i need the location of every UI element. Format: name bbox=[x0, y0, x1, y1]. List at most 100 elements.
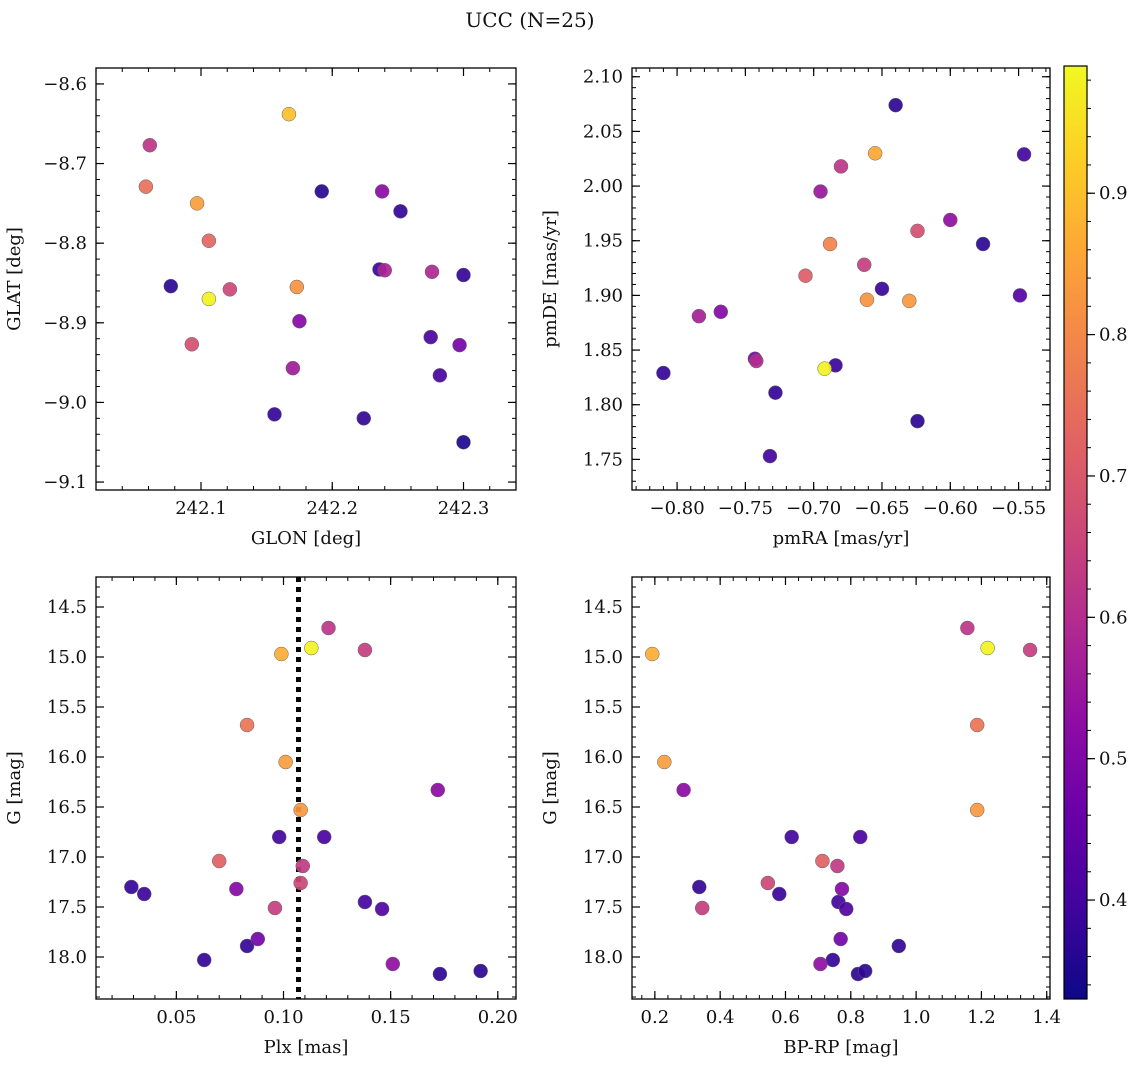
y-axis-label: G [mag] bbox=[540, 751, 561, 824]
x-tick-label: −0.75 bbox=[718, 498, 773, 519]
scatter-point bbox=[295, 858, 311, 874]
scatter-point bbox=[267, 407, 282, 422]
scatter-point bbox=[211, 853, 227, 869]
scatter-point bbox=[163, 278, 179, 294]
x-tick-label: 0.4 bbox=[706, 1007, 735, 1028]
scatter-point bbox=[943, 212, 958, 228]
x-tick-label: 1.4 bbox=[1032, 1007, 1061, 1028]
scatter-point bbox=[357, 894, 373, 910]
y-tick-label: 2.00 bbox=[583, 176, 623, 197]
scatter-point bbox=[772, 886, 787, 902]
y-tick-label: 17.5 bbox=[583, 897, 623, 918]
scatter-point bbox=[692, 879, 707, 895]
scatter-point bbox=[902, 293, 917, 309]
scatter-point bbox=[815, 853, 830, 869]
scatter-point bbox=[833, 159, 849, 174]
y-tick-label: 18.0 bbox=[47, 947, 87, 968]
minor-ticks bbox=[632, 68, 1050, 490]
scatter-point bbox=[822, 236, 838, 252]
scatter-point bbox=[825, 952, 841, 968]
x-axis-label: GLON [deg] bbox=[251, 528, 361, 549]
minor-ticks bbox=[96, 67, 517, 490]
scatter-point bbox=[749, 353, 764, 369]
panel-pmra-pmde: −0.80 −0.75 −0.70 −0.65 −0.60 −0.55 1.75 1.80 1.… bbox=[540, 67, 1051, 549]
scatter-point bbox=[473, 963, 488, 979]
minor-ticks bbox=[96, 576, 516, 999]
x-tick-label: 242.3 bbox=[438, 498, 490, 519]
x-tick-label: 0.8 bbox=[836, 1007, 865, 1028]
y-tick-label: 15.5 bbox=[583, 697, 623, 718]
x-axis-label: Plx [mas] bbox=[264, 1037, 349, 1058]
data-points bbox=[644, 620, 1038, 982]
y-tick-label: −8.8 bbox=[43, 233, 87, 254]
scatter-point bbox=[356, 411, 371, 426]
colorbar-gradient bbox=[1063, 65, 1088, 1000]
x-tick-label: 1.0 bbox=[902, 1007, 931, 1028]
scatter-point bbox=[762, 448, 778, 464]
y-tick-label: 14.5 bbox=[583, 597, 623, 618]
colorbar-tick-label: 0.6 bbox=[1099, 607, 1128, 628]
scatter-point bbox=[432, 368, 448, 383]
colorbar-tick-label: 0.9 bbox=[1099, 183, 1128, 204]
scatter-point bbox=[980, 640, 995, 656]
axes-frame bbox=[631, 67, 1051, 491]
y-tick-label: 14.5 bbox=[47, 597, 87, 618]
scatter-point bbox=[201, 291, 217, 307]
x-tick-label: 0.10 bbox=[263, 1007, 303, 1028]
scatter-point bbox=[857, 963, 873, 979]
panel-glon-glat: 242.1 242.2 242.3 −8.6 −8.7 −8.8 −8.9 −9.0 −9.1 G… bbox=[4, 67, 517, 549]
scatter-point bbox=[142, 137, 158, 153]
scatter-point bbox=[644, 646, 660, 662]
scatter-point bbox=[377, 262, 392, 278]
y-tick-label: 16.5 bbox=[583, 797, 623, 818]
y-tick-label: 1.90 bbox=[583, 285, 623, 306]
scatter-point bbox=[278, 754, 293, 770]
x-tick-label: 0.6 bbox=[771, 1007, 800, 1028]
axes-frame bbox=[631, 576, 1051, 1000]
scatter-point bbox=[274, 646, 289, 662]
data-points bbox=[656, 97, 1032, 464]
scatter-point bbox=[357, 642, 373, 658]
x-axis-label: BP-RP [mag] bbox=[783, 1037, 898, 1058]
scatter-point bbox=[196, 952, 212, 968]
scatter-point bbox=[304, 640, 319, 656]
scatter-point bbox=[888, 97, 903, 113]
scatter-point bbox=[430, 782, 446, 798]
colorbar-tick-label: 0.7 bbox=[1099, 466, 1128, 487]
scatter-point bbox=[316, 829, 332, 845]
scatter-point bbox=[859, 292, 875, 308]
data-points bbox=[138, 106, 471, 450]
scatter-point bbox=[784, 829, 799, 845]
x-tick-label: 0.20 bbox=[478, 1007, 518, 1028]
x-tick-label: 0.15 bbox=[371, 1007, 411, 1028]
scatter-point bbox=[423, 329, 438, 345]
scatter-point bbox=[293, 802, 308, 818]
x-tick-label: −0.80 bbox=[649, 498, 704, 519]
x-tick-label: −0.60 bbox=[923, 498, 978, 519]
x-tick-label: −0.65 bbox=[854, 498, 909, 519]
scatter-point bbox=[138, 179, 154, 194]
colorbar-tick-label: 0.8 bbox=[1099, 325, 1128, 346]
y-tick-label: 16.5 bbox=[47, 797, 87, 818]
scatter-point bbox=[676, 782, 691, 798]
y-tick-label: 16.0 bbox=[47, 747, 87, 768]
colorbar-tick-label: 0.4 bbox=[1099, 890, 1128, 911]
x-axis-label: pmRA [mas/yr] bbox=[773, 528, 910, 549]
y-tick-label: −8.7 bbox=[43, 154, 87, 175]
y-tick-label: 2.10 bbox=[583, 67, 623, 88]
scatter-point bbox=[834, 881, 850, 897]
y-tick-label: 15.5 bbox=[47, 697, 87, 718]
scatter-point bbox=[292, 313, 307, 329]
scatter-point bbox=[456, 434, 471, 450]
y-tick-label: 17.0 bbox=[47, 847, 87, 868]
scatter-point bbox=[657, 754, 672, 770]
scatter-point bbox=[910, 413, 925, 429]
scatter-point bbox=[250, 931, 266, 947]
y-tick-label: −9.0 bbox=[43, 392, 87, 413]
scatter-point bbox=[424, 264, 440, 280]
scatter-point bbox=[838, 901, 854, 917]
panel-plx-g: 0.05 0.10 0.15 0.20 14.5 15.0 15.5 16.0 16.5 17.0… bbox=[4, 576, 518, 1058]
scatter-point bbox=[239, 938, 255, 954]
scatter-point bbox=[817, 361, 832, 376]
